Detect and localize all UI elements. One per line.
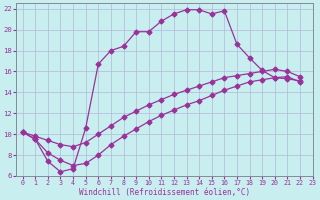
- X-axis label: Windchill (Refroidissement éolien,°C): Windchill (Refroidissement éolien,°C): [79, 188, 250, 197]
